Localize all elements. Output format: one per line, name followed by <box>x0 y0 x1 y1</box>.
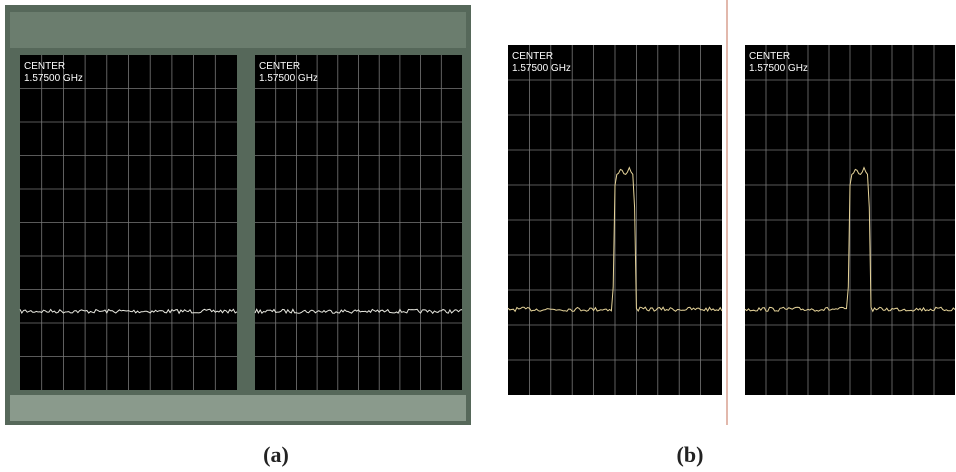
figure: (a) (b) CENTER1.57500 GHzCENTER1.57500 G… <box>0 0 956 472</box>
center-label: CENTER <box>512 51 553 62</box>
center-frequency: 1.57500 GHz <box>259 73 318 84</box>
center-label: CENTER <box>24 61 65 72</box>
center-frequency: 1.57500 GHz <box>24 73 83 84</box>
header-bar <box>10 12 466 48</box>
center-frequency: 1.57500 GHz <box>749 63 808 74</box>
status-bar <box>10 395 466 421</box>
center-label: CENTER <box>259 61 300 72</box>
panel-label: (b) <box>677 442 704 467</box>
center-frequency: 1.57500 GHz <box>512 63 571 74</box>
panel-label: (a) <box>263 442 289 467</box>
center-label: CENTER <box>749 51 790 62</box>
